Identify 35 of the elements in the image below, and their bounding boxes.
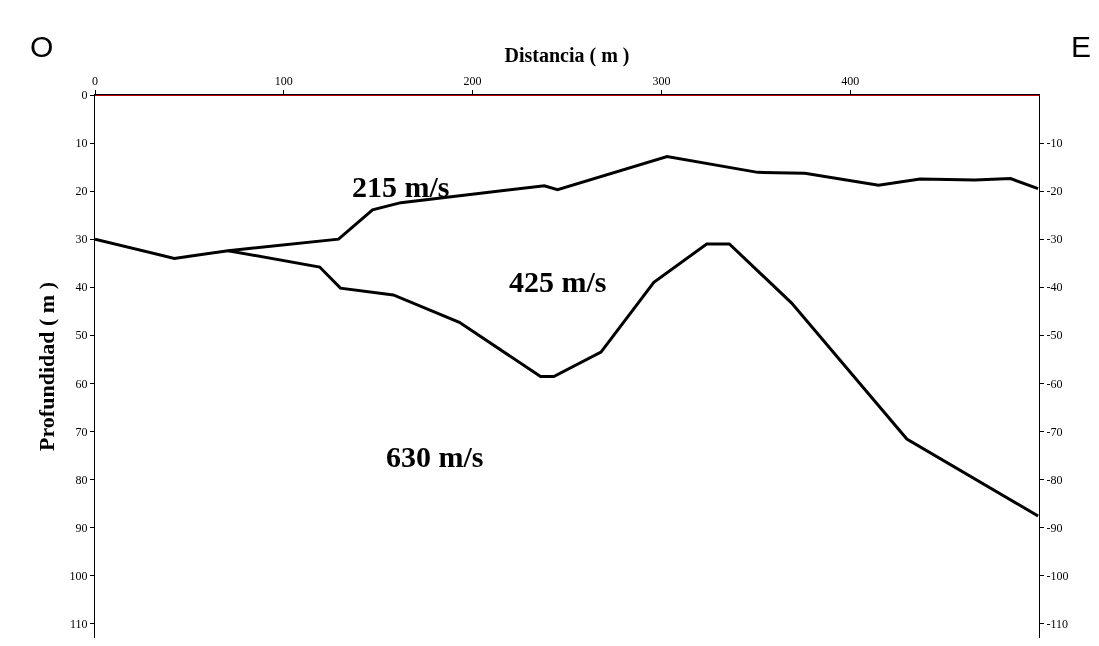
y-tick-label: 100 <box>69 568 88 583</box>
text: E <box>1071 30 1092 63</box>
y-axis-title: Profundidad ( m ) <box>34 282 60 451</box>
y2-tick-label: -70 <box>1046 424 1063 439</box>
y-tick-label: 20 <box>75 184 88 199</box>
x-tick-label: 0 <box>92 74 98 89</box>
y-tick-label: 70 <box>75 424 88 439</box>
y2-tick-label: -30 <box>1046 232 1063 247</box>
x-tick-label: 100 <box>274 74 293 89</box>
y2-tick-label: -80 <box>1046 472 1063 487</box>
y-tick-label: 90 <box>75 520 88 535</box>
y-tick-label: 60 <box>75 376 88 391</box>
y2-tick-label: -110 <box>1046 616 1068 631</box>
y-tick-label: 30 <box>75 232 88 247</box>
y2-tick-label: -20 <box>1046 184 1063 199</box>
y2-tick-label: -50 <box>1046 328 1063 343</box>
text: O <box>30 30 54 63</box>
y2-tick-label: -40 <box>1046 280 1063 295</box>
y-tick-label: 40 <box>75 280 88 295</box>
x-axis-title: Distancia ( m ) <box>504 43 630 67</box>
annotation: 630 m/s <box>386 440 484 473</box>
y2-tick-label: -60 <box>1046 376 1063 391</box>
y2-tick-label: -100 <box>1046 568 1069 583</box>
y-tick-label: 110 <box>70 616 88 631</box>
annotation: 215 m/s <box>352 170 450 203</box>
y-tick-label: 50 <box>75 328 88 343</box>
x-tick-label: 300 <box>652 74 671 89</box>
y-tick-label: 80 <box>75 472 88 487</box>
annotation: 425 m/s <box>509 265 607 298</box>
y-tick-label: 0 <box>81 88 88 103</box>
x-tick-label: 400 <box>841 74 860 89</box>
y2-tick-label: -10 <box>1046 136 1063 151</box>
y2-tick-label: -90 <box>1046 520 1063 535</box>
y-tick-label: 10 <box>75 136 88 151</box>
x-tick-label: 200 <box>463 74 482 89</box>
